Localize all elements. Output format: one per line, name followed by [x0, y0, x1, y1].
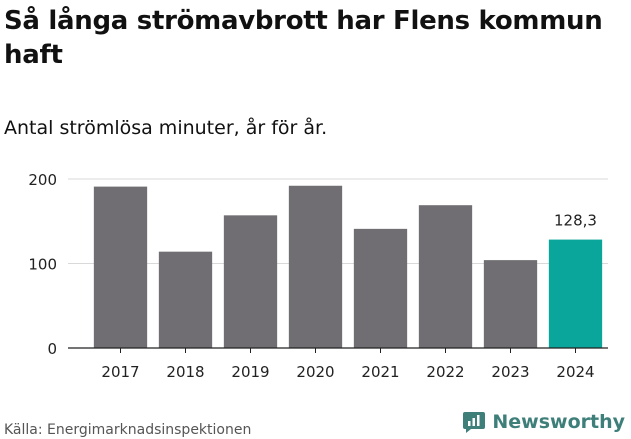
bars [93, 185, 603, 348]
y-tick-label: 0 [47, 340, 57, 358]
bar-2018 [158, 251, 213, 348]
brand-name: Newsworthy [492, 411, 625, 433]
bar-2022 [418, 205, 473, 348]
y-tick-label: 100 [28, 256, 57, 274]
x-tick-label: 2021 [361, 363, 399, 381]
x-tick-label: 2020 [296, 363, 334, 381]
source-note: Källa: Energimarknadsinspektionen [4, 422, 252, 438]
x-tick-label: 2023 [491, 363, 529, 381]
bar-2020 [288, 185, 343, 348]
bar-2021 [353, 228, 408, 348]
x-tick-label: 2022 [426, 363, 464, 381]
x-tick-label: 2017 [101, 363, 139, 381]
chart-subtitle: Antal strömlösa minuter, år för år. [4, 117, 328, 139]
labels: 0 100 200 2017 2018 2019 2020 2021 2022 2023 2024 1… [28, 171, 608, 381]
chart-title: Så långa strömavbrott har Flens kommun h… [4, 6, 603, 70]
x-tick-label: 2024 [556, 363, 594, 381]
bar-2017 [93, 186, 148, 348]
bar-2024 [548, 239, 603, 348]
bar-2023 [483, 260, 538, 348]
bar-2019 [223, 215, 278, 348]
brand-logo: Newsworthy [462, 408, 625, 436]
bar-chart: 0 100 200 2017 2018 2019 2020 2021 2022 2023 2024 1… [28, 171, 608, 381]
newsworthy-logo-icon [462, 410, 486, 434]
x-tick-label: 2018 [166, 363, 204, 381]
data-label: 128,3 [554, 212, 597, 230]
x-tick-label: 2019 [231, 363, 269, 381]
y-tick-label: 200 [28, 171, 57, 189]
